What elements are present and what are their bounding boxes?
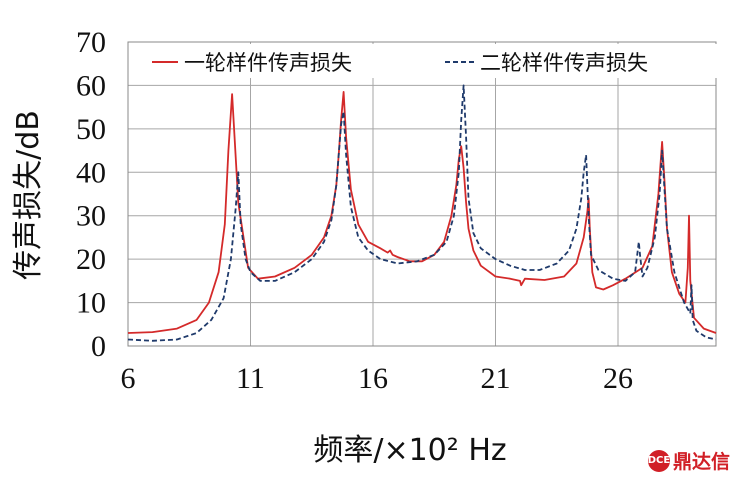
watermark-logo-icon: DCE <box>648 449 670 472</box>
x-tick-label: 21 <box>481 362 511 395</box>
y-tick-label: 70 <box>76 26 106 59</box>
y-axis-title: 传声损失/dB <box>11 110 46 280</box>
legend-label-series-2: 二轮样件传声损失 <box>480 51 648 75</box>
watermark-text: 鼎达信 <box>672 451 730 473</box>
x-axis-title: 频率/×10² Hz <box>313 433 506 468</box>
y-tick-label: 40 <box>76 156 106 189</box>
y-tick-label: 20 <box>76 243 106 276</box>
x-tick-label: 16 <box>358 362 388 395</box>
y-tick-label: 60 <box>76 69 106 102</box>
series-layer <box>127 84 717 342</box>
plot-frame <box>127 41 717 347</box>
y-tick-label: 0 <box>91 330 106 363</box>
watermark: DCE 鼎达信 <box>648 447 730 474</box>
series-line-1 <box>127 91 717 334</box>
legend: 一轮样件传声损失 二轮样件传声损失 <box>142 44 728 78</box>
x-tick-label: 11 <box>236 362 265 395</box>
y-tick-label: 10 <box>76 287 106 320</box>
legend-background <box>142 44 728 78</box>
x-tick-label: 26 <box>603 362 633 395</box>
legend-label-series-1: 一轮样件传声损失 <box>184 51 352 75</box>
series-line-2 <box>127 84 717 342</box>
tick-labels: 0 10 20 30 40 50 60 70 6 11 16 21 26 <box>76 26 633 395</box>
y-tick-label: 30 <box>76 200 106 233</box>
x-tick-label: 6 <box>121 362 136 395</box>
y-tick-label: 50 <box>76 113 106 146</box>
grid-lines <box>127 41 716 347</box>
